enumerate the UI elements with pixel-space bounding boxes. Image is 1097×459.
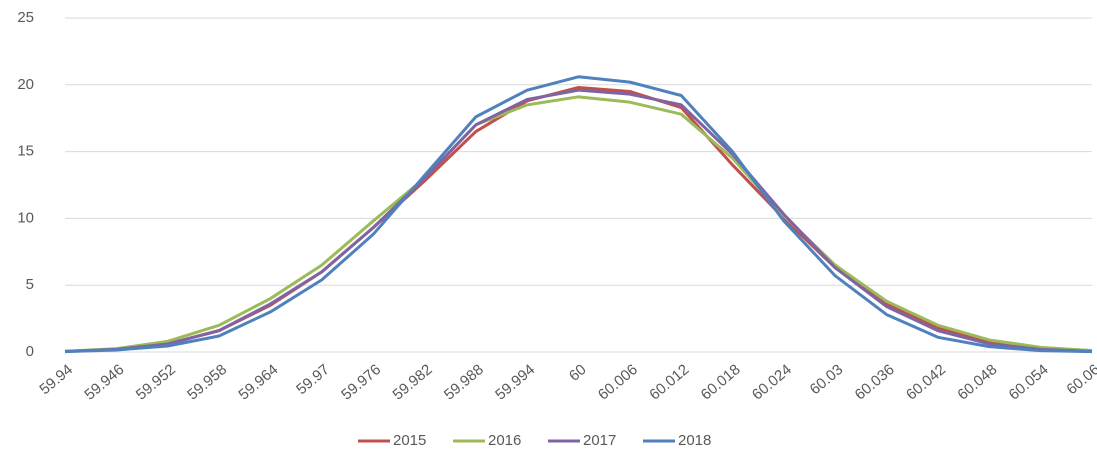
- x-tick-label: 59.964: [235, 361, 281, 404]
- x-tick-label: 60.054: [1006, 361, 1052, 404]
- x-tick-label: 59.988: [441, 361, 487, 404]
- x-tick-label: 60.006: [595, 361, 641, 404]
- y-tick-label: 20: [17, 76, 34, 93]
- x-tick-label: 59.958: [184, 361, 230, 404]
- x-tick-label: 59.976: [338, 361, 384, 404]
- y-tick-label: 25: [17, 9, 34, 26]
- x-tick-label: 59.94: [36, 361, 76, 398]
- x-tick-label: 59.982: [389, 361, 435, 404]
- legend-label: 2016: [488, 432, 521, 449]
- x-tick-label: 60.048: [954, 361, 1000, 404]
- x-tick-label: 59.952: [133, 361, 179, 404]
- y-tick-label: 10: [17, 209, 34, 226]
- x-tick-label: 60.03: [807, 361, 847, 398]
- x-tick-label: 60.036: [852, 361, 898, 404]
- x-tick-label: 59.97: [293, 361, 333, 398]
- series-line: [64, 75, 1093, 354]
- x-tick-label: 60.06: [1063, 361, 1097, 398]
- series-line: [64, 85, 1093, 353]
- series-line: [64, 95, 1093, 353]
- x-tick-label: 59.994: [492, 361, 538, 404]
- x-tick-label: 60.042: [903, 361, 949, 404]
- x-tick-label: 60: [566, 361, 590, 385]
- legend-label: 2015: [393, 432, 426, 449]
- legend-label: 2017: [583, 432, 616, 449]
- y-tick-label: 5: [26, 276, 34, 293]
- x-tick-label: 60.024: [749, 361, 795, 404]
- legend-label: 2018: [678, 432, 711, 449]
- y-tick-label: 15: [17, 143, 34, 160]
- x-tick-label: 60.012: [646, 361, 692, 404]
- y-tick-label: 0: [26, 343, 34, 360]
- x-tick-label: 59.946: [81, 361, 127, 404]
- x-tick-label: 60.018: [698, 361, 744, 404]
- series-line: [64, 88, 1093, 353]
